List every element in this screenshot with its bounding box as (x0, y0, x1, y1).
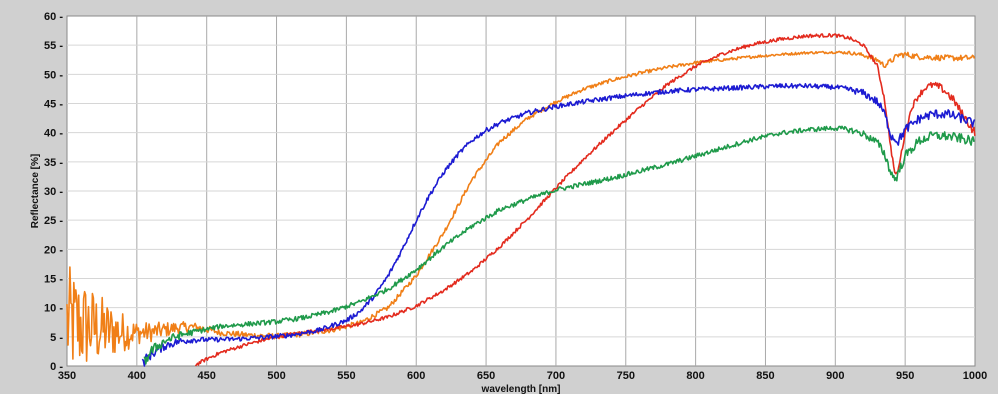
y-axis-label: Reflectance [%] (30, 154, 41, 228)
series-line-4 (143, 125, 975, 365)
x-tick-label: 850 (756, 370, 774, 382)
y-tick-label: 35 - (44, 157, 63, 169)
y-tick-label: 5 - (50, 332, 63, 344)
y-tick-label: 15 - (44, 274, 63, 286)
x-tick-label: 700 (547, 370, 565, 382)
series-line-3 (141, 82, 976, 367)
x-tick-label: 900 (826, 370, 844, 382)
x-tick-label: 450 (198, 370, 216, 382)
series-line-1 (66, 50, 976, 362)
y-tick-label: 0 - (50, 361, 63, 373)
series-line-2 (194, 32, 976, 367)
y-tick-label: 30 - (44, 186, 63, 198)
x-tick-label: 600 (407, 370, 425, 382)
y-tick-label: 20 - (44, 244, 63, 256)
y-tick-label: 50 - (44, 69, 63, 81)
y-tick-label: 10 - (44, 303, 63, 315)
y-tick-label: 55 - (44, 40, 63, 52)
x-tick-label: 800 (686, 370, 704, 382)
y-tick-label: 40 - (44, 128, 63, 140)
x-tick-label: 750 (617, 370, 635, 382)
series-layer (66, 32, 976, 367)
y-tick-label: 60 - (44, 11, 63, 23)
y-tick-label: 45 - (44, 99, 63, 111)
x-tick-label: 950 (896, 370, 914, 382)
y-tick-label: 25 - (44, 215, 63, 227)
tick-labels: 350 400 450 500 550 600 650 700 750 800 850 900 950 1… (44, 11, 987, 382)
x-tick-label: 500 (267, 370, 285, 382)
x-tick-label: 650 (477, 370, 495, 382)
x-tick-label: 550 (337, 370, 355, 382)
x-tick-label: 400 (128, 370, 146, 382)
x-tick-label: 350 (58, 370, 76, 382)
x-axis-label: wavelength [nm] (481, 384, 561, 394)
x-tick-label: 1000 (963, 370, 987, 382)
